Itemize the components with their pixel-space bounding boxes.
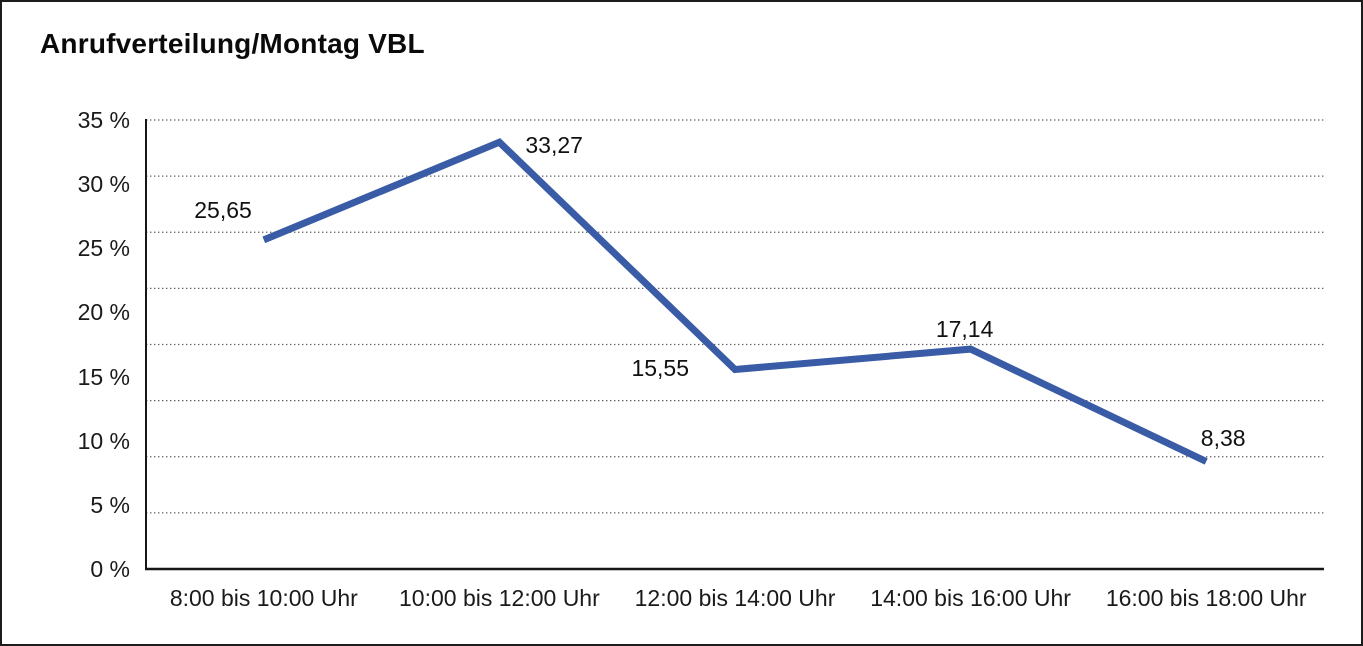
data-series-line	[262, 138, 1208, 465]
y-axis-label: 35 %	[77, 107, 130, 133]
data-point-label: 8,38	[1200, 425, 1246, 452]
y-axis-label: 10 %	[77, 427, 130, 454]
y-axis-label: 30 %	[77, 171, 130, 198]
y-axis-label: 25 %	[77, 235, 130, 262]
y-axis-label: 15 %	[77, 363, 130, 390]
x-axis-label: 16:00 bis 18:00 Uhr	[1105, 585, 1307, 611]
data-point-label: 15,55	[631, 354, 689, 381]
y-axis-label: 20 %	[77, 299, 130, 326]
data-point-label: 33,27	[525, 132, 583, 159]
chart-title: Anrufverteilung/Montag VBL	[40, 28, 425, 59]
x-axis-label: 8:00 bis 10:00 Uhr	[169, 585, 358, 611]
data-point-label: 17,14	[935, 316, 994, 343]
x-axis-label: 10:00 bis 12:00 Uhr	[399, 585, 600, 611]
y-axis-label: 5 %	[90, 491, 130, 518]
x-axis-label: 14:00 bis 16:00 Uhr	[870, 585, 1071, 611]
x-axis-label: 12:00 bis 14:00 Uhr	[634, 585, 836, 611]
y-axis-label: 0 %	[90, 556, 130, 582]
data-point-label: 25,65	[194, 196, 252, 223]
